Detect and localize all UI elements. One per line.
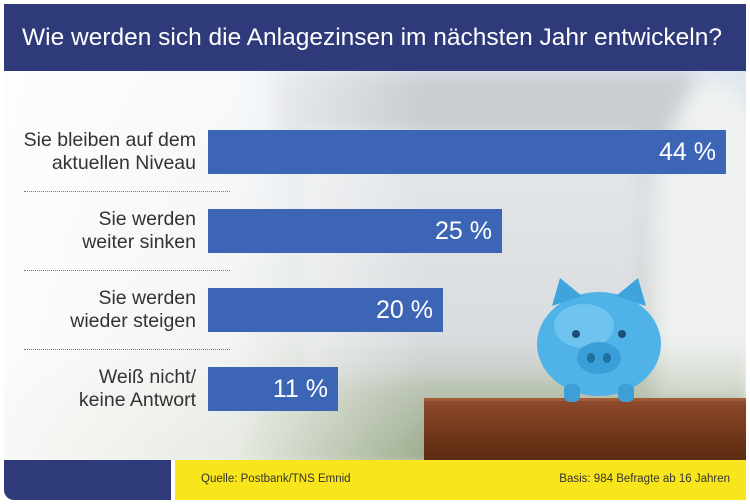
bar: 44 % — [208, 130, 726, 174]
bar: 20 % — [208, 288, 443, 332]
header-bar: Wie werden sich die Anlagezinsen im näch… — [4, 4, 746, 71]
category-label-line: weiter sinken — [82, 231, 196, 253]
bar: 25 % — [208, 209, 502, 253]
category-label: Sie werden weiter sinken — [4, 208, 196, 254]
bar-chart: Sie bleiben auf dem aktuellen Niveau 44 % S… — [4, 4, 746, 460]
category-label: Sie werden wieder steigen — [4, 287, 196, 333]
value-label: 44 % — [659, 137, 716, 166]
bar: 11 % — [208, 367, 338, 411]
basis-note: Basis: 984 Befragte ab 16 Jahren — [559, 473, 730, 485]
piggy-bank-icon — [537, 278, 661, 402]
value-label: 25 % — [435, 216, 492, 245]
category-label-line: Sie werden — [98, 208, 196, 230]
category-label-line: Sie werden — [98, 287, 196, 309]
footer-bar: Quelle: Postbank/TNS Emnid Basis: 984 Be… — [4, 460, 746, 500]
row-separator — [24, 349, 230, 350]
infographic: Wie werden sich die Anlagezinsen im näch… — [4, 4, 746, 500]
row-separator — [24, 270, 230, 271]
value-label: 11 % — [272, 374, 328, 403]
source-note: Quelle: Postbank/TNS Emnid — [201, 473, 351, 485]
footer-navy-block — [4, 460, 171, 500]
category-label-line: aktuellen Niveau — [51, 152, 196, 174]
value-label: 20 % — [376, 295, 433, 324]
row-separator — [24, 191, 230, 192]
category-label-line: wieder steigen — [70, 310, 196, 332]
footer-yellow-block — [175, 460, 746, 500]
chart-title: Wie werden sich die Anlagezinsen im näch… — [22, 23, 722, 51]
wooden-table — [424, 398, 746, 460]
category-label: Sie bleiben auf dem aktuellen Niveau — [4, 129, 196, 175]
category-label-line: keine Antwort — [78, 389, 196, 411]
category-label: Weiß nicht/keine Antwort — [4, 366, 196, 412]
category-label-line: Weiß nicht/ — [98, 366, 196, 388]
category-label-line: Sie bleiben auf dem — [23, 129, 196, 151]
